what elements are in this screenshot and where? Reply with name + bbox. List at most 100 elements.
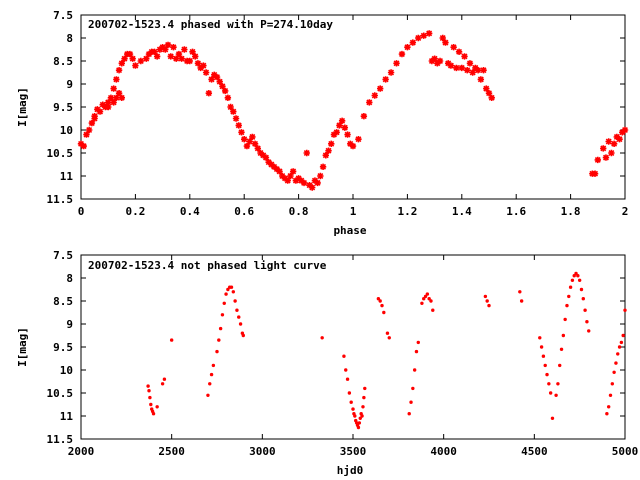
phased-data-point xyxy=(254,145,261,152)
phased-data-point xyxy=(213,73,221,81)
phased-data-point xyxy=(366,99,373,106)
phased-data-point xyxy=(118,94,125,101)
phased-data-point xyxy=(349,142,357,150)
unphased-data-point xyxy=(220,313,225,317)
phased-data-point xyxy=(262,154,270,161)
phased-data-point xyxy=(610,140,618,147)
phased-data-point xyxy=(409,39,417,46)
phased-data-point xyxy=(439,34,446,42)
phased-data-point xyxy=(205,90,213,97)
phased-data-point xyxy=(110,99,117,106)
phased-data-point xyxy=(273,165,281,173)
phased-data-point xyxy=(211,71,218,78)
phased-data-point xyxy=(268,161,275,168)
phased-data-point xyxy=(96,108,104,115)
phased-data-point xyxy=(219,83,226,90)
phased-data-point xyxy=(382,76,389,83)
phased-data-point xyxy=(447,62,455,69)
phased-data-point xyxy=(608,149,615,157)
unphased-data-point xyxy=(149,402,153,407)
phased-data-point xyxy=(153,53,161,60)
unphased-y-tick-label: 8 xyxy=(66,272,73,285)
phased-data-point xyxy=(371,92,378,99)
phased-data-point xyxy=(445,60,452,67)
phased-data-point xyxy=(461,53,468,60)
phased-x-tick-label: 0.8 xyxy=(289,205,309,218)
phased-data-point xyxy=(298,177,305,184)
phased-data-point xyxy=(300,179,308,187)
unphased-data-point xyxy=(487,303,491,308)
phased-data-point xyxy=(455,48,463,55)
phased-data-point xyxy=(115,67,123,74)
phased-data-point xyxy=(613,133,621,141)
unphased-data-point xyxy=(559,347,564,351)
unphased-data-point xyxy=(429,299,433,303)
unphased-x-tick-label: 4500 xyxy=(521,445,548,458)
unphased-y-tick-label: 8.5 xyxy=(53,295,73,308)
phased-data-point xyxy=(99,101,106,108)
unphased-data-point xyxy=(519,299,524,303)
unphased-data-point xyxy=(567,294,571,299)
phased-data-point xyxy=(306,182,313,189)
phased-x-ticks: 0 0.2 0.4 0.6 0.8 1 1.2 1.4 1.6 1.8 2 xyxy=(78,15,628,218)
unphased-data-points xyxy=(146,271,627,430)
unphased-data-point xyxy=(231,290,236,294)
phased-data-point xyxy=(88,119,96,127)
unphased-data-point xyxy=(407,412,411,416)
unphased-data-point xyxy=(387,336,391,340)
unphased-x-tick-label: 2500 xyxy=(158,445,185,458)
phased-data-point xyxy=(257,149,264,157)
phased-y-tick-label: 8 xyxy=(66,32,73,45)
phased-data-point xyxy=(181,46,188,53)
unphased-data-point xyxy=(226,287,230,292)
unphased-panel: 2000 2500 3000 3500 4000 4500 5000 7.5 8 8.5 9 9.5… xyxy=(16,249,638,477)
phased-data-point xyxy=(85,126,93,134)
unphased-data-point xyxy=(563,317,567,322)
phased-data-point xyxy=(221,87,229,95)
phased-data-point xyxy=(276,168,283,175)
unphased-data-point xyxy=(160,382,165,386)
unphased-data-point xyxy=(570,278,575,282)
unphased-data-point xyxy=(608,393,613,397)
unphased-data-point xyxy=(362,395,366,400)
unphased-data-point xyxy=(605,412,609,416)
phased-data-point xyxy=(322,152,329,159)
unphased-data-point xyxy=(485,299,489,303)
phased-data-point xyxy=(238,129,245,136)
unphased-data-point xyxy=(345,377,350,381)
phased-y-tick-label: 11.5 xyxy=(47,193,74,206)
phased-data-point xyxy=(246,138,253,145)
phased-data-point xyxy=(80,142,87,150)
phased-data-point xyxy=(404,44,411,51)
unphased-data-point xyxy=(211,363,216,368)
phased-y-tick-label: 7.5 xyxy=(53,9,73,22)
unphased-data-point xyxy=(229,285,234,289)
phased-data-point xyxy=(621,126,629,134)
phased-data-point xyxy=(189,48,196,55)
unphased-data-point xyxy=(518,290,522,294)
phased-data-point xyxy=(472,64,479,72)
phased-data-point xyxy=(110,85,117,92)
phased-data-point xyxy=(360,113,368,120)
phased-data-point xyxy=(113,94,120,101)
phased-data-point xyxy=(126,50,134,58)
unphased-data-point xyxy=(347,391,352,395)
unphased-data-point xyxy=(541,354,546,358)
unphased-data-point xyxy=(427,297,431,301)
unphased-data-point xyxy=(357,421,362,425)
unphased-data-point xyxy=(148,395,152,400)
unphased-data-point xyxy=(543,363,547,368)
unphased-y-ticks: 7.5 8 8.5 9 9.5 10 10.5 11 11.5 xyxy=(47,249,625,446)
unphased-data-point xyxy=(581,297,585,301)
unphased-data-point xyxy=(583,308,587,312)
unphased-data-point xyxy=(431,308,435,312)
phased-data-point xyxy=(105,99,112,106)
phased-data-point xyxy=(616,136,623,143)
unphased-data-point xyxy=(422,297,426,301)
unphased-data-point xyxy=(550,416,555,420)
phased-data-point xyxy=(347,140,354,147)
unphased-data-point xyxy=(238,322,243,326)
phased-x-tick-label: 1.8 xyxy=(561,205,581,218)
unphased-data-point xyxy=(146,384,150,388)
phased-data-point xyxy=(151,48,158,55)
